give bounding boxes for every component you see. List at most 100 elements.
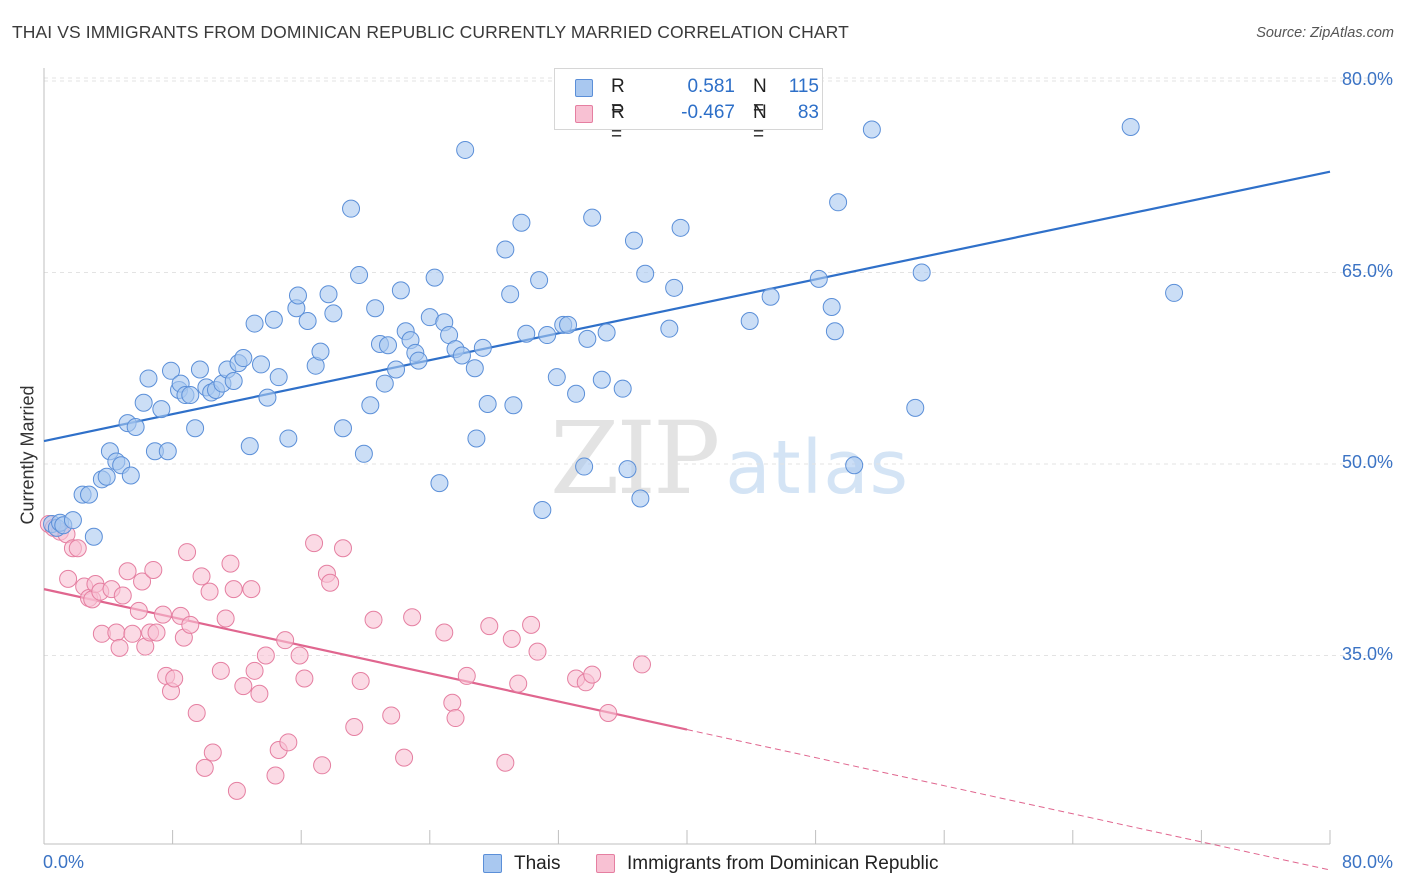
point-thais [478, 394, 497, 413]
point-thais [240, 437, 259, 456]
point-thais [567, 384, 586, 403]
point-thais [504, 396, 523, 415]
point-thais [825, 322, 844, 341]
point-thais [547, 368, 566, 387]
point-thais [245, 314, 264, 333]
point-thais [809, 269, 828, 288]
legend-n-value: 115 [788, 76, 819, 97]
point-thais [631, 489, 650, 508]
y-tick-label: 35.0% [1341, 643, 1393, 664]
point-dominican [227, 781, 246, 800]
point-thais [671, 218, 690, 237]
point-dominican [192, 567, 211, 586]
point-dominican [234, 677, 253, 696]
point-thais [361, 396, 380, 415]
point-dominican [242, 580, 261, 599]
point-thais [224, 372, 243, 391]
point-thais [829, 193, 848, 212]
point-dominican [509, 674, 528, 693]
point-thais [533, 500, 552, 519]
point-thais [324, 304, 343, 323]
point-thais [181, 386, 200, 405]
point-thais [298, 312, 317, 331]
legend-label-thais: Thais [514, 853, 561, 874]
series-legend: Thais Immigrants from Dominican Republic [0, 851, 1406, 879]
point-thais [134, 393, 153, 412]
point-dominican [144, 560, 163, 579]
point-thais [264, 310, 283, 329]
point-dominican [364, 610, 383, 629]
point-dominican [118, 562, 137, 581]
point-dominican [221, 554, 240, 573]
y-tick-label: 65.0% [1341, 260, 1393, 281]
point-dominican [333, 539, 352, 558]
point-dominican [178, 543, 197, 562]
legend-r-value: -0.467 [681, 102, 735, 123]
point-thais [496, 240, 515, 259]
trend-line-dominican [43, 588, 688, 731]
point-thais [636, 264, 655, 283]
point-thais [269, 368, 288, 387]
point-dominican [528, 642, 547, 661]
point-thais [387, 360, 406, 379]
point-dominican [68, 539, 87, 558]
point-dominican [216, 609, 235, 628]
watermark-atlas: atlas [725, 425, 910, 511]
point-thais [288, 286, 307, 305]
point-thais [592, 370, 611, 389]
point-dominican [187, 703, 206, 722]
point-thais [467, 429, 486, 448]
point-dominican [435, 623, 454, 642]
point-dominican [345, 717, 364, 736]
point-dominican [211, 661, 230, 680]
point-dominican [59, 569, 78, 588]
point-thais [252, 355, 271, 374]
point-thais [1165, 283, 1184, 302]
point-dominican [245, 661, 264, 680]
x-tick-label-max: 80.0% [1341, 852, 1393, 872]
point-thais [862, 120, 881, 139]
point-dominican [599, 703, 618, 722]
point-thais [517, 324, 536, 343]
point-thais [234, 349, 253, 368]
point-dominican [195, 758, 214, 777]
point-dominican [165, 669, 184, 688]
point-thais [375, 374, 394, 393]
point-thais [613, 379, 632, 398]
point-thais [311, 342, 330, 361]
point-thais [126, 417, 145, 436]
y-tick-label: 50.0% [1341, 452, 1393, 472]
trend-line-thais [43, 170, 1331, 443]
point-dominican [290, 646, 309, 665]
point-thais [152, 400, 171, 419]
point-dominican [632, 655, 651, 674]
point-dominican [129, 601, 148, 620]
trend-line-dominican-extension [686, 729, 1331, 871]
legend-n-label: N = [753, 76, 767, 119]
point-dominican [147, 623, 166, 642]
legend-swatch-thais [483, 854, 502, 873]
point-thais [501, 285, 520, 304]
legend-r-label: R = [611, 76, 625, 119]
point-dominican [457, 666, 476, 685]
trend-lines [43, 170, 1331, 871]
point-dominican [480, 617, 499, 636]
chart-title: THAI VS IMMIGRANTS FROM DOMINICAN REPUBL… [12, 22, 849, 42]
point-dominican [153, 605, 172, 624]
point-thais [660, 319, 679, 338]
point-dominican [313, 756, 332, 775]
point-thais [366, 299, 385, 318]
point-thais [80, 485, 99, 504]
point-thais [538, 326, 557, 345]
point-dominican [266, 766, 285, 785]
x-tick-label-min: 0.0% [43, 852, 85, 872]
point-dominican [224, 580, 243, 599]
point-thais [822, 297, 841, 316]
point-thais [354, 444, 373, 463]
point-thais [465, 359, 484, 378]
point-dominican [276, 631, 295, 650]
point-dominican [522, 615, 541, 634]
point-thais [597, 323, 616, 342]
y-axis-title: Currently Married [17, 385, 38, 525]
